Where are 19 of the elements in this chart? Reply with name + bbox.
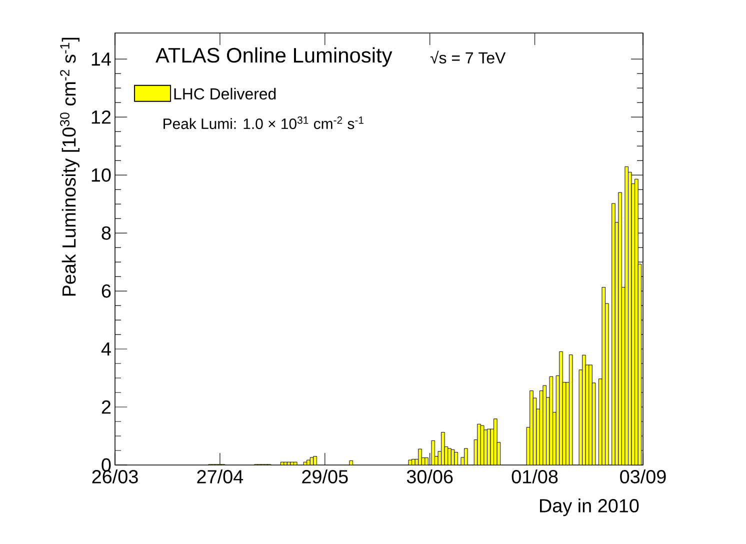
y-tick-label: 4: [101, 342, 111, 356]
x-tick-label: 29/05: [302, 470, 348, 484]
x-axis-title: Day in 2010: [540, 498, 639, 516]
x-tick-label: 30/06: [406, 470, 453, 484]
y-tick-label: 10: [92, 168, 111, 182]
x-tick-label: 03/09: [620, 470, 666, 484]
y-tick-label: 14: [92, 52, 111, 66]
x-tick-label: 01/08: [512, 470, 558, 484]
legend-label: LHC Delivered: [174, 88, 276, 100]
annotation: Peak Lumi: 1.0 × 10$^{31}$ cm$^{-2}$ s$^{-1}$: [164, 116, 364, 130]
text: ATLAS Online Luminosity: [156, 47, 392, 67]
x-tick-label: 26/03: [92, 470, 138, 484]
y-tick-label: 2: [102, 400, 111, 414]
x-tick-label: 27/04: [197, 470, 244, 484]
y-axis-title: Peak Luminosity [10$^{30}$ cm$^{-2}$ s$^{-1}$]: [60, 38, 80, 296]
y-tick-label: 8: [102, 226, 111, 240]
y-tick-label: 6: [102, 284, 111, 298]
y-tick-label: 12: [92, 110, 111, 124]
annotation: √s = 7 TeV: [430, 50, 506, 64]
